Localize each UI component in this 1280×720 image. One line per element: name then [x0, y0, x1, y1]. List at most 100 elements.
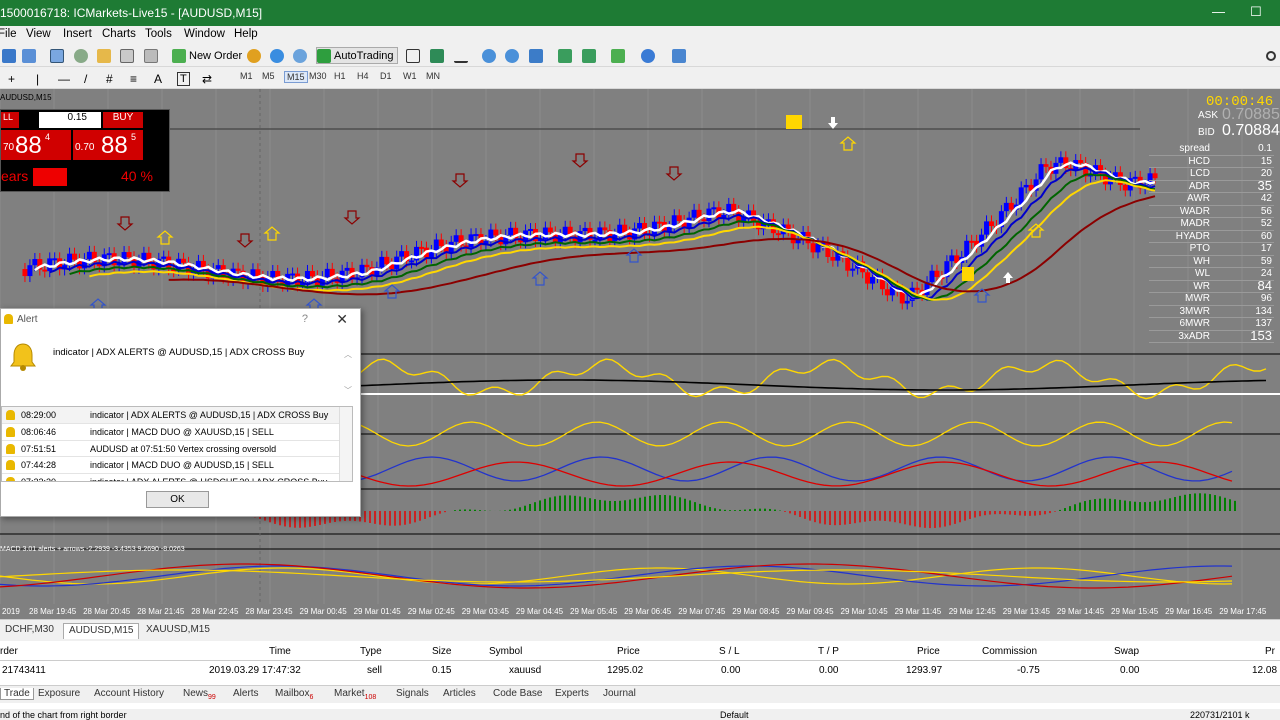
search-icon[interactable] — [1266, 47, 1276, 64]
menu-charts[interactable]: Charts — [102, 28, 136, 40]
col-price-current[interactable]: Price — [917, 646, 940, 657]
timeframe-mn[interactable]: MN — [426, 71, 440, 81]
buy-arrow-icon — [839, 136, 857, 151]
col-time[interactable]: Time — [269, 646, 291, 657]
tab-exposure[interactable]: Exposure — [38, 688, 80, 699]
alert-row[interactable]: 07:44:28 indicator | MACD DUO @ AUDUSD,15… — [2, 457, 352, 475]
col-tp[interactable]: T / P — [818, 646, 839, 657]
col-swap[interactable]: Swap — [1114, 646, 1140, 657]
chart-shift-icon[interactable] — [582, 47, 596, 64]
alert-list-scrollbar[interactable] — [339, 407, 352, 481]
col-order[interactable]: rder — [0, 646, 18, 657]
timeframe-h4[interactable]: H4 — [357, 71, 369, 81]
help-button[interactable]: ? — [301, 313, 308, 325]
col-sl[interactable]: S / L — [719, 646, 740, 657]
market-watch-icon[interactable] — [50, 47, 64, 64]
timeframe-w1[interactable]: W1 — [403, 71, 417, 81]
buy-button[interactable]: BUY — [103, 112, 143, 128]
indicators-icon[interactable] — [611, 47, 625, 64]
new-order-button[interactable]: New Order — [172, 47, 242, 64]
table-row[interactable]: 21743411 2019.03.29 17:47:32 sell 0.15 x… — [0, 662, 1280, 679]
menu-window[interactable]: Window — [184, 28, 225, 40]
menu-insert[interactable]: Insert — [63, 28, 92, 40]
menu-tools[interactable]: Tools — [145, 28, 172, 40]
candle-body — [577, 231, 583, 243]
menu-help[interactable]: Help — [234, 28, 258, 40]
periods-icon[interactable] — [641, 47, 655, 64]
metaeditor-icon[interactable] — [247, 47, 261, 64]
text-label-icon[interactable]: T — [177, 70, 190, 87]
candlestick-icon[interactable] — [430, 47, 444, 64]
alert-row[interactable]: 08:29:00 indicator | ADX ALERTS @ AUDUSD,… — [2, 407, 352, 424]
tab-market[interactable]: Market108 — [334, 688, 376, 701]
templates-icon[interactable] — [672, 47, 686, 64]
vertical-line-icon[interactable]: | — [36, 71, 40, 86]
zoom-out-icon[interactable] — [505, 47, 519, 64]
buy-price-box[interactable]: 0.70 88 5 — [73, 130, 143, 160]
sell-button[interactable]: LL — [1, 112, 19, 128]
fibonacci-icon[interactable]: ≡ — [130, 71, 138, 86]
tile-windows-icon[interactable] — [529, 47, 543, 64]
signals-icon[interactable] — [293, 47, 307, 64]
data-window-icon[interactable] — [97, 47, 111, 64]
text-icon[interactable]: A — [154, 71, 163, 86]
col-profit[interactable]: Pr — [1265, 646, 1275, 657]
col-symbol[interactable]: Symbol — [489, 646, 523, 657]
minimize-button[interactable]: — — [1212, 4, 1225, 19]
candle-body — [1098, 165, 1104, 174]
message-scroll-up-icon[interactable]: ︿ — [344, 350, 352, 359]
timeframe-m1[interactable]: M1 — [240, 71, 253, 81]
tab-code-base[interactable]: Code Base — [493, 688, 542, 699]
alert-row[interactable]: 07:22:20 indicator | ADX ALERTS @ USDCHF,… — [2, 474, 352, 481]
message-scroll-down-icon[interactable]: ﹀ — [344, 386, 352, 395]
tab-news[interactable]: News99 — [183, 688, 216, 701]
crosshair-icon[interactable]: + — [8, 71, 16, 86]
lot-size-input[interactable]: 0.15 — [39, 112, 101, 128]
timeframe-h1[interactable]: H1 — [334, 71, 346, 81]
profiles-icon[interactable] — [22, 47, 36, 64]
col-commission[interactable]: Commission — [982, 646, 1038, 657]
line-chart-icon[interactable] — [454, 47, 468, 64]
autoscroll-icon[interactable] — [558, 47, 572, 64]
alert-row[interactable]: 07:51:51 AUDUSD at 07:51:50 Vertex crossi… — [2, 441, 352, 458]
candle-body — [518, 238, 524, 243]
timeframe-m5[interactable]: M5 — [262, 71, 275, 81]
close-button[interactable]: ✕ — [336, 311, 348, 327]
trendline-icon[interactable]: / — [84, 71, 88, 86]
maximize-button[interactable]: ☐ — [1250, 4, 1262, 19]
col-size[interactable]: Size — [432, 646, 452, 657]
tab-mailbox[interactable]: Mailbox6 — [275, 688, 313, 701]
tab-journal[interactable]: Journal — [603, 688, 636, 699]
horizontal-line-icon[interactable]: — — [58, 71, 70, 86]
tab-account-history[interactable]: Account History — [94, 688, 164, 699]
arrows-icon[interactable]: ⇄ — [202, 71, 213, 86]
tab-signals[interactable]: Signals — [396, 688, 429, 699]
tab-audusd-m15[interactable]: AUDUSD,M15 — [63, 623, 140, 639]
bar-chart-icon[interactable] — [406, 47, 420, 64]
alert-row[interactable]: 08:06:46 indicator | MACD DUO @ XAUUSD,15… — [2, 424, 352, 441]
tab-experts[interactable]: Experts — [555, 688, 589, 699]
tab-alerts[interactable]: Alerts — [233, 688, 259, 699]
navigator-icon[interactable] — [74, 47, 88, 64]
terminal-icon[interactable] — [120, 47, 134, 64]
menu-file[interactable]: File — [0, 28, 17, 40]
ok-button[interactable]: OK — [146, 491, 209, 508]
menu-view[interactable]: View — [26, 28, 51, 40]
metaquotes-icon[interactable] — [270, 47, 284, 64]
autotrading-button[interactable]: AutoTrading — [316, 47, 398, 64]
timeframe-d1[interactable]: D1 — [380, 71, 392, 81]
tab-dchf-m30[interactable]: DCHF,M30 — [5, 624, 54, 635]
col-price[interactable]: Price — [617, 646, 640, 657]
tab-articles[interactable]: Articles — [443, 688, 476, 699]
tab-xauusd-m15[interactable]: XAUUSD,M15 — [146, 624, 210, 635]
candle-body — [468, 234, 474, 248]
col-type[interactable]: Type — [360, 646, 382, 657]
sell-price-box[interactable]: 70 88 4 — [1, 130, 71, 160]
tab-trade[interactable]: Trade — [0, 688, 34, 700]
timeframe-m30[interactable]: M30 — [309, 71, 327, 81]
zoom-in-icon[interactable] — [482, 47, 496, 64]
channel-icon[interactable]: # — [106, 71, 113, 86]
timeframe-m15[interactable]: M15 — [284, 71, 308, 83]
new-chart-icon[interactable] — [2, 47, 16, 64]
strategy-tester-icon[interactable] — [144, 47, 158, 64]
